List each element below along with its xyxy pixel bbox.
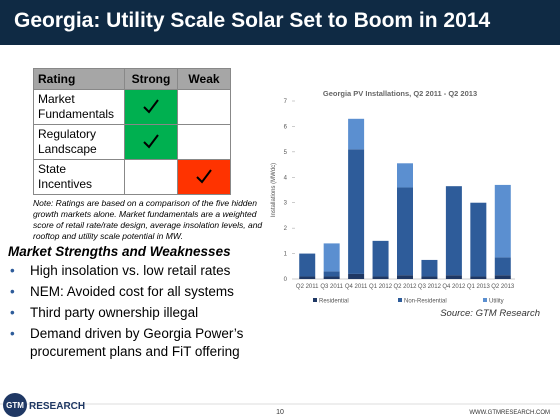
bar-segment: [372, 276, 389, 279]
bar-segment: [348, 273, 365, 279]
rating-cell: [124, 89, 178, 125]
logo-text: RESEARCH: [29, 401, 85, 412]
y-tick-label: 1: [284, 252, 288, 258]
bar-segment: [372, 240, 389, 277]
bar-segment: [299, 253, 316, 277]
bar-segment: [494, 275, 511, 279]
logo-circle: [3, 393, 27, 417]
bar-segment: [494, 257, 511, 276]
note: Note: Ratings are based on a comparison …: [33, 198, 263, 241]
y-tick-label: 5: [284, 150, 288, 156]
bar-segment: [494, 184, 511, 258]
column-header: Rating: [33, 68, 125, 90]
y-tick-label: 6: [284, 124, 288, 130]
y-tick-label: 2: [284, 226, 288, 232]
bar-segment: [445, 275, 462, 279]
bar-segment: [421, 276, 438, 279]
y-tick-label: 7: [284, 99, 288, 105]
bar-segment: [323, 276, 340, 279]
legend-swatch: [483, 298, 487, 302]
x-tick-label: Q1 2012: [369, 284, 393, 290]
bullet: Demand driven by Georgia Power’s procure…: [8, 325, 278, 361]
column-header: Weak: [177, 68, 231, 90]
bar-segment: [323, 243, 340, 272]
y-tick-label: 3: [284, 201, 288, 207]
check-icon: [143, 98, 159, 114]
bullet: NEM: Avoided cost for all systems: [8, 283, 278, 301]
rating-cell: [177, 89, 231, 125]
bullet: High insolation vs. low retail rates: [8, 262, 278, 280]
rating-cell: [177, 124, 231, 160]
x-tick-label: Q2 2013: [491, 284, 515, 290]
legend-swatch: [313, 298, 317, 302]
y-tick-label: 4: [284, 175, 288, 181]
y-tick-label: 0: [284, 277, 288, 283]
bar-segment: [348, 149, 365, 274]
row-label: State Incentives: [33, 159, 125, 195]
legend-label: Residential: [319, 299, 349, 305]
legend-swatch: [398, 298, 402, 302]
bar-segment: [397, 163, 413, 188]
footer-url: WWW.GTMRESEARCH.COM: [469, 410, 550, 416]
bar-segment: [421, 259, 438, 277]
check-icon: [196, 168, 212, 184]
bar-segment: [397, 187, 413, 276]
source: Source: GTM Research: [440, 308, 540, 319]
x-tick-label: Q1 2013: [467, 284, 491, 290]
rating-cell: [177, 159, 231, 195]
bar-segment: [470, 276, 487, 279]
bullet: Third party ownership illegal: [8, 304, 278, 322]
slide-title: Georgia: Utility Scale Solar Set to Boom…: [14, 9, 491, 32]
bullet-list: High insolation vs. low retail rates NEM:…: [8, 262, 278, 364]
legend-label: Utility: [489, 299, 504, 305]
legend-label: Non-Residential: [404, 299, 447, 305]
x-tick-label: Q4 2012: [442, 284, 466, 290]
rating-table: Rating Strong Weak Market Fundamentals Regul…: [33, 68, 231, 195]
bar-segment: [397, 275, 413, 279]
check-icon: [143, 133, 159, 149]
x-tick-label: Q2 2011: [296, 284, 319, 290]
x-tick-label: Q3 2011: [320, 284, 343, 290]
bar-segment: [348, 118, 365, 150]
rating-cell: [124, 124, 178, 160]
x-tick-label: Q2 2012: [393, 284, 417, 290]
table-row: State Incentives: [33, 159, 231, 195]
y-axis-label: Installations (MWdc): [271, 163, 277, 217]
header-bar: [0, 0, 560, 45]
section-heading: Market Strengths and Weaknesses: [8, 244, 231, 259]
page-number: 10: [276, 409, 284, 416]
logo-mark: GTM: [6, 401, 24, 410]
chart-title: Georgia PV Installations, Q2 2011 - Q2 2…: [323, 89, 477, 98]
x-tick-label: Q3 2012: [418, 284, 442, 290]
bar-segment: [323, 271, 340, 277]
bar-segment: [470, 202, 487, 277]
bar-segment: [299, 276, 316, 279]
x-tick-label: Q4 2011: [345, 284, 368, 290]
bar-segment: [445, 186, 462, 276]
